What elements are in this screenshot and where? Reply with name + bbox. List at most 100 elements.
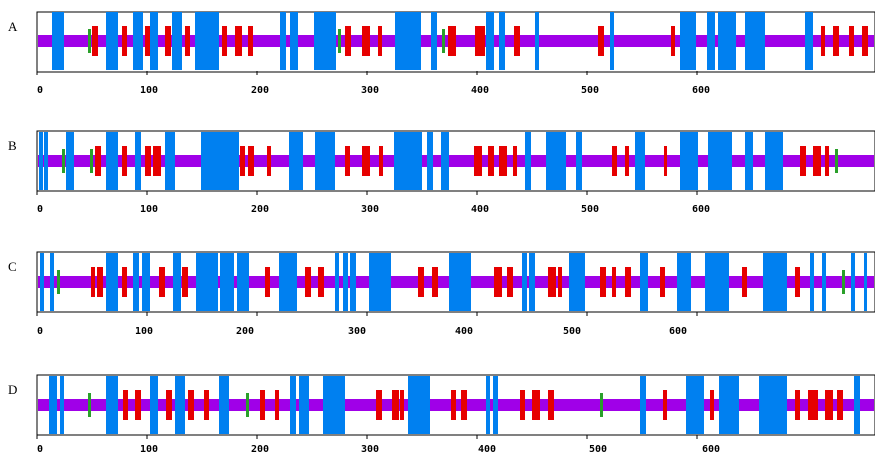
strand-block — [106, 12, 118, 70]
strand-block — [175, 376, 185, 434]
strand-block — [315, 132, 335, 190]
helix-block — [862, 26, 868, 56]
tick-label: 200 — [251, 85, 269, 96]
strand-block — [60, 376, 64, 434]
strand-block — [335, 253, 339, 311]
strand-block — [522, 253, 527, 311]
panel-label-d: D — [8, 382, 17, 397]
helix-block — [235, 26, 242, 56]
helix-block — [159, 267, 165, 297]
tick-label: 0 — [37, 204, 43, 215]
strand-block — [142, 253, 150, 311]
helix-block — [153, 146, 161, 176]
panel-d: D 0 100 200 300 400 500 600 — [8, 374, 875, 454]
tick-label: 400 — [471, 85, 489, 96]
helix-block — [474, 146, 482, 176]
strand-block — [431, 12, 437, 70]
helix-block — [379, 146, 383, 176]
turn-tick — [842, 270, 845, 294]
tick-label: 200 — [251, 444, 269, 454]
tick-label: 500 — [589, 444, 607, 454]
strand-block — [135, 132, 141, 190]
tick-label: 600 — [669, 326, 687, 337]
helix-block — [488, 146, 494, 176]
strand-block — [106, 253, 118, 311]
axis-ticks-b: 0 100 200 300 400 500 600 — [37, 204, 710, 215]
helix-block — [95, 146, 101, 176]
helix-block — [664, 146, 667, 176]
turn-tick — [88, 29, 91, 53]
helix-block — [710, 390, 714, 420]
strand-block — [150, 376, 158, 434]
strand-block — [49, 376, 57, 434]
tick-label: 300 — [361, 204, 379, 215]
helix-block — [122, 26, 127, 56]
helix-block — [671, 26, 675, 56]
tick-label: 400 — [478, 444, 496, 454]
strand-block — [680, 12, 696, 70]
helix-block — [376, 390, 382, 420]
tick-label: 500 — [581, 85, 599, 96]
strand-block — [133, 253, 139, 311]
helix-block — [378, 26, 382, 56]
strand-block — [763, 253, 787, 311]
helix-block — [532, 390, 540, 420]
strand-block — [408, 376, 430, 434]
strand-block — [220, 253, 234, 311]
turn-tick — [442, 29, 445, 53]
strand-block — [44, 132, 48, 190]
strand-block — [172, 12, 182, 70]
helix-block — [145, 26, 151, 56]
tick-label: 300 — [348, 326, 366, 337]
axis-ticks-a: 0 100 200 300 400 500 600 — [37, 85, 710, 96]
strand-block — [195, 12, 219, 70]
helix-block — [345, 26, 351, 56]
track-features-a — [36, 12, 874, 75]
helix-block — [514, 26, 520, 56]
strand-block — [323, 376, 345, 434]
strand-block — [50, 253, 54, 311]
strand-block — [745, 132, 753, 190]
strand-block — [640, 376, 646, 434]
track-frame-b — [36, 130, 875, 192]
tick-label: 100 — [140, 204, 158, 215]
helix-block — [122, 146, 127, 176]
turn-tick — [88, 393, 91, 417]
helix-block — [833, 26, 839, 56]
helix-block — [145, 146, 151, 176]
helix-block — [598, 26, 604, 56]
helix-block — [135, 390, 141, 420]
helix-block — [795, 390, 800, 420]
helix-block — [825, 146, 829, 176]
helix-block — [475, 26, 485, 56]
helix-block — [97, 267, 103, 297]
strand-block — [854, 376, 860, 434]
helix-block — [507, 267, 513, 297]
strand-block — [765, 132, 783, 190]
track-features-c — [36, 253, 874, 316]
track-features-d — [36, 376, 874, 439]
helix-block — [260, 390, 265, 420]
helix-block — [418, 267, 424, 297]
helix-block — [204, 390, 209, 420]
panel-b: B 0 100 200 300 400 500 600 — [8, 130, 875, 215]
helix-block — [821, 26, 825, 56]
strand-block — [686, 376, 704, 434]
strand-block — [759, 376, 787, 434]
strand-block — [745, 12, 765, 70]
helix-block — [451, 390, 456, 420]
panel-c: C 0 100 200 300 400 500 600 — [8, 251, 875, 337]
strand-block — [493, 376, 498, 434]
strand-block — [486, 376, 490, 434]
tick-label: 500 — [563, 326, 581, 337]
helix-block — [166, 390, 172, 420]
tick-label: 200 — [251, 204, 269, 215]
helix-block — [248, 146, 254, 176]
helix-block — [362, 26, 370, 56]
helix-block — [625, 146, 629, 176]
helix-block — [265, 267, 270, 297]
strand-block — [133, 12, 143, 70]
helix-block — [123, 390, 128, 420]
strand-block — [535, 12, 539, 70]
strand-block — [705, 253, 729, 311]
